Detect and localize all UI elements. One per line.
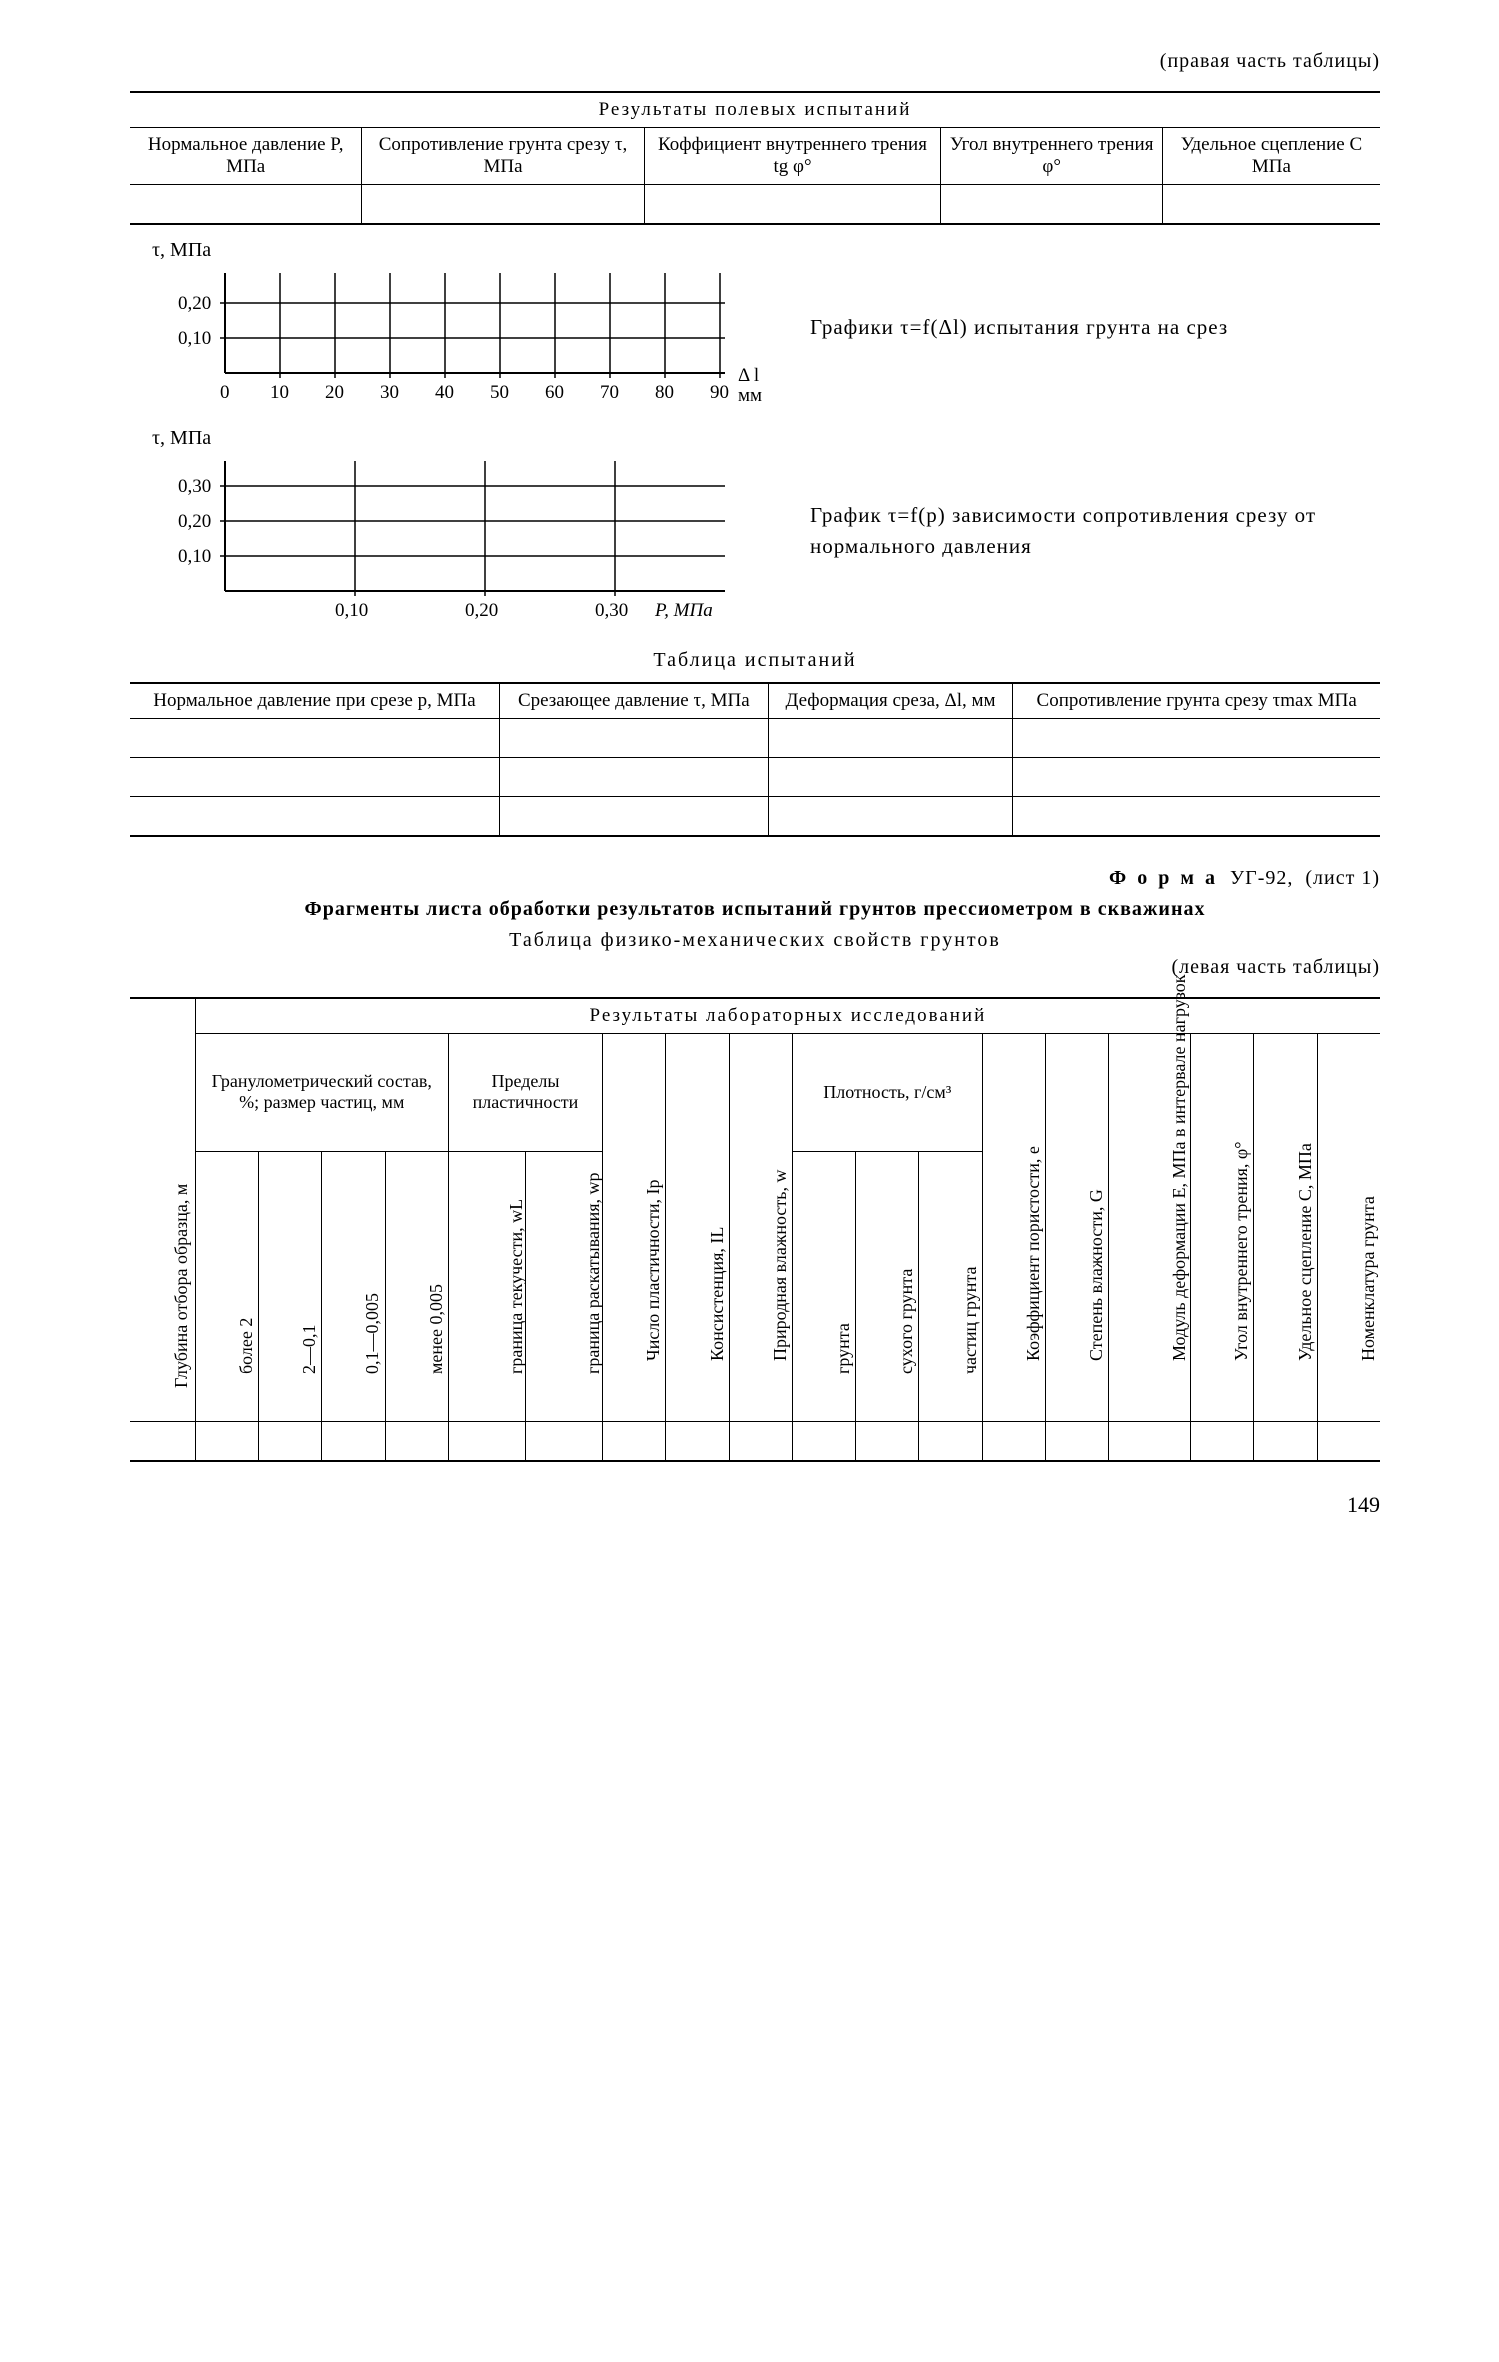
table1-title: Результаты полевых испытаний	[130, 92, 1380, 128]
svg-text:0,20: 0,20	[465, 600, 498, 621]
t3-depth: Глубина отбора образца, м	[172, 988, 191, 1388]
svg-text:0,20: 0,20	[178, 511, 211, 532]
svg-text:70: 70	[600, 382, 619, 403]
svg-text:10: 10	[270, 382, 289, 403]
t3-dens2: частиц грунта	[961, 974, 980, 1374]
svg-text:Δ l: Δ l	[738, 365, 759, 386]
t3-grain1: 2—0,1	[300, 974, 319, 1374]
t3-E: Модуль деформации E, МПа в интервале наг…	[1170, 961, 1189, 1361]
t3-C: Удельное сцепление C, МПа	[1296, 961, 1315, 1361]
t3-dens-group: Плотность, г/см³	[792, 1034, 982, 1152]
table1-col3: Угол внутреннего трения φ°	[941, 128, 1162, 185]
table2-col3: Сопротивление грунта срезу τmax МПа	[1013, 683, 1380, 719]
table1-col1: Сопротивление грунта срезу τ, МПа	[362, 128, 644, 185]
chart1-caption: Графики τ=f(Δl) испытания грунта на срез	[770, 312, 1380, 344]
svg-text:0,10: 0,10	[178, 546, 211, 567]
chart2-ylabel: τ, МПа	[152, 427, 211, 450]
table2-col0: Нормальное давление при срезе p, МПа	[130, 683, 499, 719]
t3-e: Коэффициент пористости, e	[1024, 961, 1043, 1361]
svg-text:20: 20	[325, 382, 344, 403]
svg-text:0,10: 0,10	[335, 600, 368, 621]
svg-text:0,10: 0,10	[178, 328, 211, 349]
t3-dens1: сухого грунта	[897, 974, 916, 1374]
svg-text:90: 90	[710, 382, 729, 403]
chart1-ylabel: τ, МПа	[152, 239, 211, 262]
table-lab-results: Глубина отбора образца, м Результаты лаб…	[130, 997, 1380, 1462]
table-shear-tests: Нормальное давление при срезе p, МПа Сре…	[130, 682, 1380, 837]
svg-text:мм: мм	[738, 385, 762, 406]
table2-col2: Деформация среза, Δl, мм	[768, 683, 1013, 719]
t3-grain3: менее 0,005	[427, 974, 446, 1374]
t3-grain2: 0,1—0,005	[363, 974, 382, 1374]
svg-text:50: 50	[490, 382, 509, 403]
table-field-tests: Результаты полевых испытаний Нормальное …	[130, 91, 1380, 225]
svg-text:0,30: 0,30	[595, 600, 628, 621]
t3-dens0: грунта	[834, 974, 853, 1374]
t3-ip: Число пластичности, Ip	[644, 961, 663, 1361]
page-number: 149	[130, 1492, 1380, 1518]
t3-w: Природная влажность, w	[771, 961, 790, 1361]
svg-text:40: 40	[435, 382, 454, 403]
chart2-svg: 0,30 0,20 0,10 0,10 0,20 0,30 P, МПа	[130, 431, 770, 631]
svg-text:0,30: 0,30	[178, 476, 211, 497]
svg-text:60: 60	[545, 382, 564, 403]
svg-text:80: 80	[655, 382, 674, 403]
form-line: Ф о р м а УГ-92, (лист 1)	[130, 867, 1380, 890]
chart-tau-vs-p: τ, МПа 0,30 0,20 0,10 0,10 0,20 0,30 P, …	[130, 431, 1380, 631]
t3-nomen: Номенклатура грунта	[1359, 961, 1378, 1361]
svg-text:30: 30	[380, 382, 399, 403]
header-note-right: (правая часть таблицы)	[130, 50, 1380, 73]
t3-phi: Угол внутреннего трения, φ°	[1232, 961, 1251, 1361]
table2-col1: Срезающее давление τ, МПа	[499, 683, 768, 719]
subtitle2: Таблица физико-механических свойств грун…	[130, 929, 1380, 952]
table1-col2: Коффициент внутреннего трения tg φ°	[644, 128, 941, 185]
subtitle1: Фрагменты листа обработки результатов ис…	[130, 896, 1380, 923]
t3-grain-group: Гранулометрический состав, %; размер час…	[195, 1034, 448, 1152]
chart1-svg: 0,20 0,10 0 10 20 30 40 50 60 70 80 90 Δ…	[130, 243, 770, 413]
svg-text:0: 0	[220, 382, 230, 403]
table2-title: Таблица испытаний	[130, 649, 1380, 672]
t3-grain0: более 2	[237, 974, 256, 1374]
t3-g: Степень влажности, G	[1087, 961, 1106, 1361]
chart-tau-vs-dl: τ, МПа 0,20 0,10 0 10	[130, 243, 1380, 413]
svg-text:P, МПа: P, МПа	[654, 600, 713, 621]
table1-col4: Удельное сцепление C МПа	[1162, 128, 1380, 185]
t3-plast0: граница текучести, wL	[507, 974, 526, 1374]
t3-plast1: граница раскатывания, wp	[584, 974, 603, 1374]
table1-col0: Нормальное давление P, МПа	[130, 128, 362, 185]
svg-text:0,20: 0,20	[178, 293, 211, 314]
t3-il: Консистенция, IL	[708, 961, 727, 1361]
chart2-caption: График τ=f(p) зависимости сопротивления …	[770, 500, 1380, 563]
